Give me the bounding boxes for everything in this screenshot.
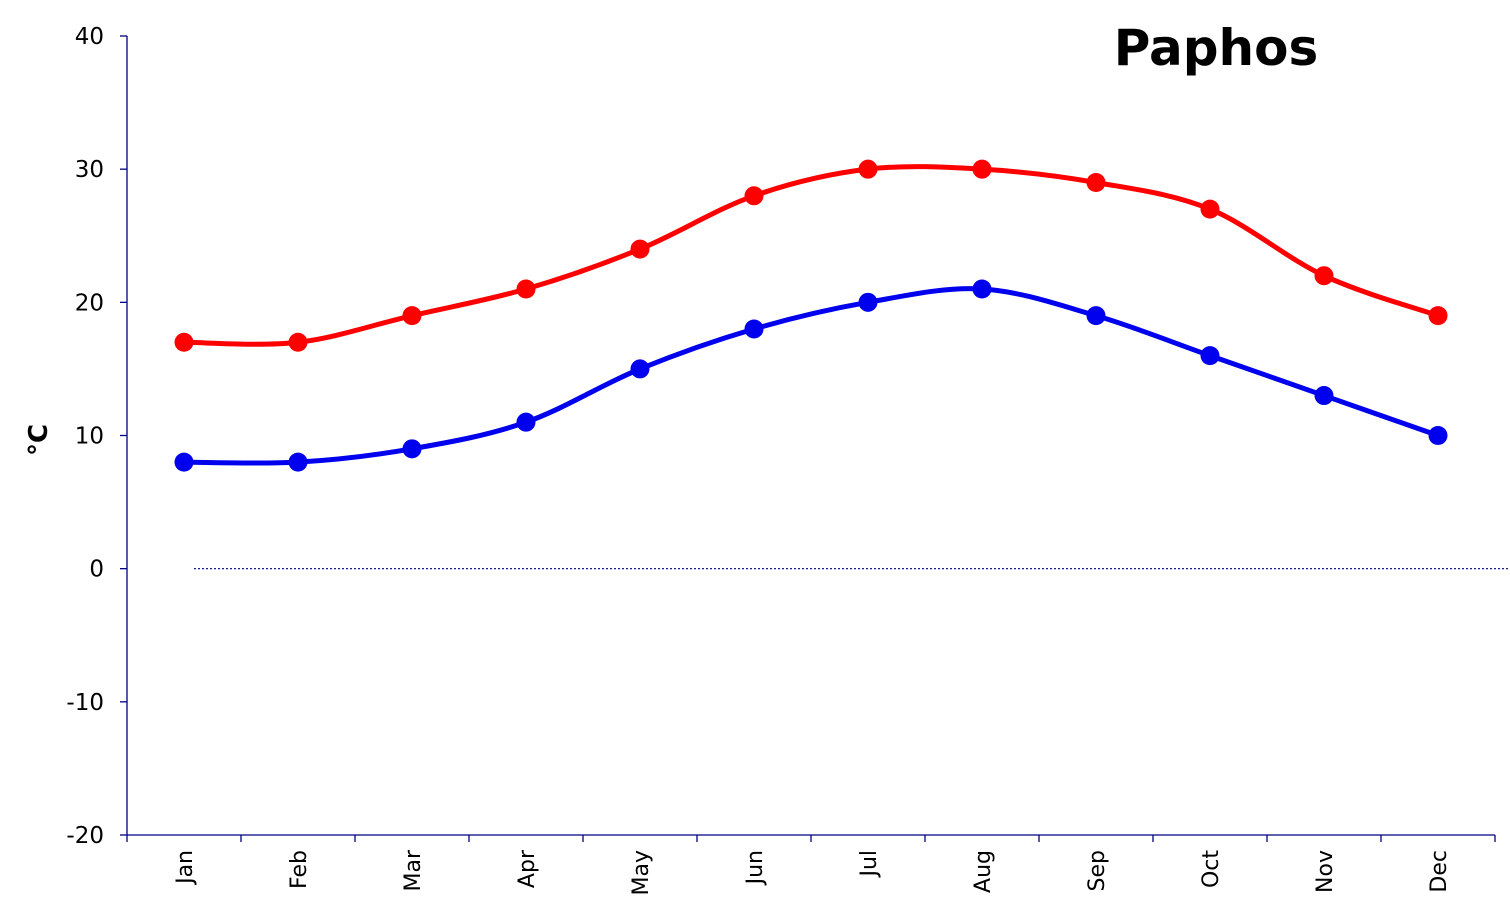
series-1: [174, 159, 1448, 352]
data-point-jun: [744, 186, 764, 206]
data-point-sep: [1086, 172, 1106, 192]
data-point-feb: [288, 332, 308, 352]
axes: [126, 36, 1495, 836]
data-point-may: [630, 239, 650, 259]
x-ticks: Jan Feb Mar Apr May Jun Jul Aug Sep Oct Nov Dec: [126, 835, 1496, 895]
x-tick-label: Dec: [1427, 850, 1452, 893]
series-layer: [174, 159, 1448, 472]
x-tick-label: Jan: [173, 850, 198, 886]
y-axis-label: °C: [24, 424, 54, 456]
x-tick-label: May: [629, 850, 654, 895]
data-point-aug: [972, 279, 992, 299]
x-tick-label: Apr: [515, 849, 540, 888]
data-point-dec: [1428, 426, 1448, 445]
data-point-feb: [288, 452, 308, 472]
data-point-jul: [858, 292, 878, 312]
x-tick-label: Oct: [1199, 850, 1224, 888]
x-tick-label: Jun: [743, 850, 768, 886]
x-tick-label: Mar: [401, 849, 426, 891]
data-point-sep: [1086, 306, 1106, 326]
y-ticks: 40 30 20 10 0 -10 -20: [66, 24, 127, 849]
data-point-jul: [858, 159, 878, 179]
y-tick-label: -20: [66, 823, 104, 849]
data-point-mar: [402, 306, 422, 326]
y-tick-label: 20: [75, 290, 104, 316]
data-point-jun: [744, 319, 764, 339]
x-tick-label: Jul: [857, 850, 882, 879]
data-point-dec: [1428, 306, 1448, 326]
series-2: [174, 279, 1448, 472]
data-point-aug: [972, 159, 992, 179]
data-point-mar: [402, 439, 422, 459]
y-tick-label: 0: [89, 557, 104, 583]
data-point-jan: [174, 452, 194, 472]
data-point-may: [630, 359, 650, 379]
y-tick-label: -10: [66, 690, 104, 716]
data-point-jan: [174, 332, 194, 352]
chart-title: Paphos: [1114, 19, 1319, 77]
x-tick-label: Feb: [287, 850, 312, 889]
data-point-apr: [516, 279, 536, 299]
data-point-nov: [1314, 266, 1334, 286]
series-line: [181, 286, 1441, 466]
data-point-oct: [1200, 346, 1220, 366]
data-point-apr: [516, 412, 536, 432]
x-tick-label: Nov: [1313, 850, 1338, 893]
y-tick-label: 10: [75, 424, 104, 450]
data-point-nov: [1314, 386, 1334, 406]
y-tick-label: 40: [75, 24, 104, 50]
y-tick-label: 30: [75, 157, 104, 183]
data-point-oct: [1200, 199, 1220, 219]
x-tick-label: Aug: [971, 850, 996, 893]
series-line: [181, 164, 1441, 347]
x-tick-label: Sep: [1085, 850, 1110, 891]
